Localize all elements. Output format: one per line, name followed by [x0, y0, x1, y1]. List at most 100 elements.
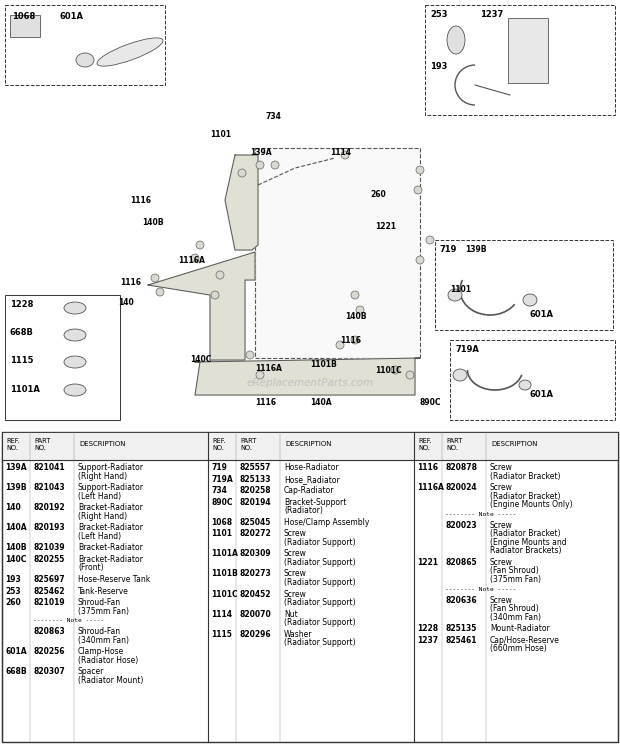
Text: Bracket-Radiator: Bracket-Radiator [78, 523, 143, 532]
Ellipse shape [351, 291, 359, 299]
Text: (340mm Fan): (340mm Fan) [78, 635, 129, 644]
Text: (375mm Fan): (375mm Fan) [78, 606, 129, 615]
Polygon shape [195, 358, 420, 395]
Text: (Right Hand): (Right Hand) [78, 512, 127, 521]
Text: 821039: 821039 [33, 543, 64, 552]
Text: 820309: 820309 [239, 549, 270, 559]
Text: 140: 140 [118, 298, 134, 307]
Text: 1116: 1116 [417, 463, 438, 472]
Text: 820636: 820636 [445, 595, 477, 605]
Bar [208, 432, 414, 460]
Text: 821019: 821019 [33, 598, 64, 607]
Text: Cap-Radiator: Cap-Radiator [284, 487, 335, 496]
Text: 1101: 1101 [450, 285, 471, 294]
Text: 719A: 719A [211, 475, 232, 484]
Text: (Fan Shroud): (Fan Shroud) [490, 604, 539, 613]
Text: (Radiator Hose): (Radiator Hose) [78, 655, 138, 664]
Ellipse shape [238, 169, 246, 177]
Text: (Engine Mounts and: (Engine Mounts and [490, 538, 567, 547]
Text: 820192: 820192 [33, 503, 64, 513]
Text: Hose/Clamp Assembly: Hose/Clamp Assembly [284, 518, 370, 527]
Text: 820273: 820273 [239, 569, 271, 579]
Text: (Radiator Support): (Radiator Support) [284, 578, 356, 587]
Text: 253: 253 [430, 10, 448, 19]
Text: 1115: 1115 [10, 356, 33, 365]
Text: 719A: 719A [455, 345, 479, 354]
Text: 820255: 820255 [33, 555, 64, 564]
Text: Bracket-Radiator: Bracket-Radiator [78, 543, 143, 552]
Text: PART
NO.: PART NO. [34, 437, 50, 451]
Ellipse shape [426, 236, 434, 244]
Text: 140B: 140B [345, 312, 366, 321]
Text: 820193: 820193 [33, 523, 64, 532]
Text: Bracket-Radiator: Bracket-Radiator [78, 503, 143, 513]
Text: 1116: 1116 [340, 336, 361, 345]
Text: 1237: 1237 [417, 635, 438, 644]
Text: 890C: 890C [420, 398, 441, 407]
Text: 1101: 1101 [211, 529, 232, 539]
Ellipse shape [151, 274, 159, 282]
Bar [425, 5, 615, 115]
Text: (Radiator Support): (Radiator Support) [284, 558, 356, 567]
Text: Radiator Brackets): Radiator Brackets) [490, 546, 562, 555]
Text: 820024: 820024 [445, 483, 477, 493]
Text: Screw: Screw [490, 483, 513, 493]
Text: 1068: 1068 [12, 12, 35, 21]
Text: 825462: 825462 [33, 586, 64, 595]
Text: 820307: 820307 [33, 667, 64, 676]
Text: 1115: 1115 [211, 629, 232, 638]
Text: 820194: 820194 [239, 498, 270, 507]
Ellipse shape [64, 329, 86, 341]
Text: Support-Radiator: Support-Radiator [78, 483, 144, 493]
Text: 1101C: 1101C [375, 366, 402, 375]
Ellipse shape [523, 294, 537, 306]
Bar [435, 240, 613, 330]
Text: 734: 734 [211, 487, 227, 496]
Text: 1101: 1101 [210, 130, 231, 139]
Text: Bracket-Radiator: Bracket-Radiator [78, 555, 143, 564]
Text: Screw: Screw [490, 558, 513, 567]
Ellipse shape [447, 26, 465, 54]
Text: Shroud-Fan: Shroud-Fan [78, 627, 121, 636]
Text: Hose-Radiator: Hose-Radiator [284, 463, 339, 472]
Text: 820296: 820296 [239, 629, 270, 638]
Ellipse shape [256, 161, 264, 169]
Text: Screw: Screw [490, 463, 513, 472]
Text: 668B: 668B [10, 328, 34, 337]
Ellipse shape [406, 371, 414, 379]
Text: Hose-Reserve Tank: Hose-Reserve Tank [78, 575, 150, 584]
Text: Screw: Screw [490, 521, 513, 530]
Text: 1101B: 1101B [211, 569, 237, 579]
Text: 1116: 1116 [120, 278, 141, 287]
Ellipse shape [271, 161, 279, 169]
Text: REF.
NO.: REF. NO. [6, 437, 19, 451]
Bar [508, 18, 548, 83]
Text: 1221: 1221 [375, 222, 396, 231]
Bar [414, 432, 618, 460]
Text: DESCRIPTION: DESCRIPTION [79, 441, 125, 447]
Text: 140A: 140A [310, 398, 332, 407]
Text: 139B: 139B [5, 483, 27, 493]
Ellipse shape [156, 288, 164, 296]
Ellipse shape [453, 369, 467, 381]
Text: 139A: 139A [250, 148, 272, 157]
Text: PART
NO.: PART NO. [446, 437, 463, 451]
Text: 1101B: 1101B [310, 360, 337, 369]
Text: (660mm Hose): (660mm Hose) [490, 644, 547, 653]
Text: Screw: Screw [284, 529, 307, 539]
Text: 140: 140 [5, 503, 20, 513]
Text: eReplacementParts.com: eReplacementParts.com [246, 378, 374, 388]
Bar [5, 295, 120, 420]
Text: 253: 253 [5, 586, 20, 595]
Text: (Fan Shroud): (Fan Shroud) [490, 566, 539, 575]
Ellipse shape [519, 380, 531, 390]
Ellipse shape [256, 371, 264, 379]
Text: 1221: 1221 [417, 558, 438, 567]
Ellipse shape [64, 356, 86, 368]
Text: 1116: 1116 [255, 398, 276, 407]
Text: (Radiator Support): (Radiator Support) [284, 618, 356, 627]
Bar [255, 148, 420, 358]
Text: Clamp-Hose: Clamp-Hose [78, 647, 124, 656]
Text: -------- Note -----: -------- Note ----- [33, 618, 104, 623]
Text: (Radiator Bracket): (Radiator Bracket) [490, 472, 560, 481]
